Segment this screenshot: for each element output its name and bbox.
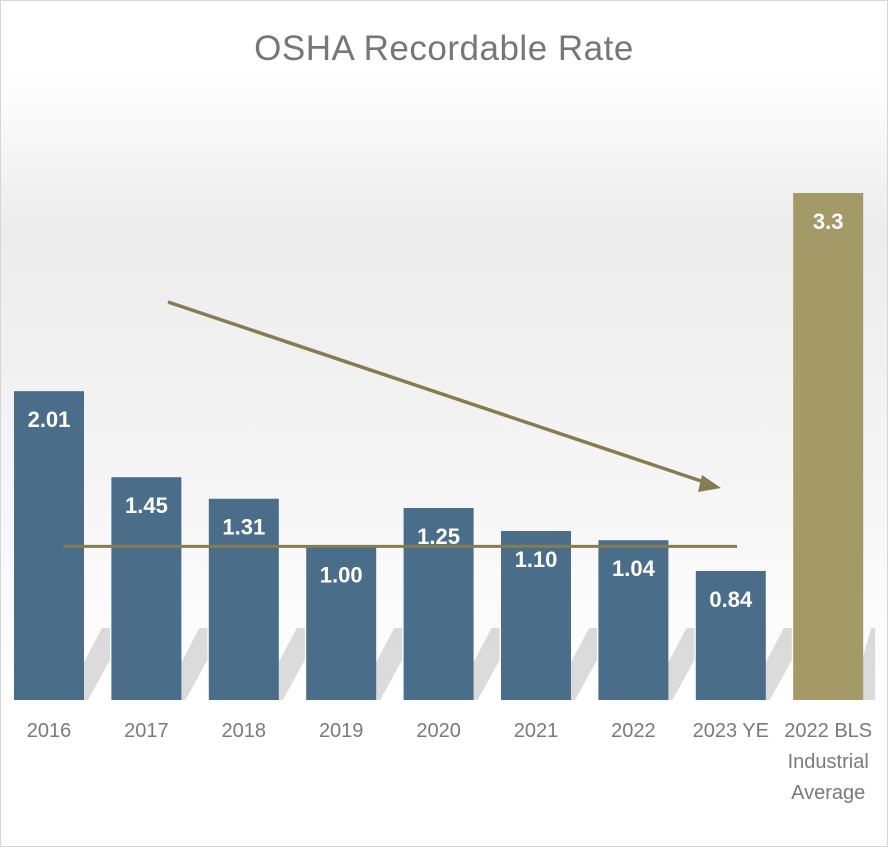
value-label: 2.01	[28, 407, 71, 432]
bar-shadow	[177, 628, 208, 700]
bar-2022	[598, 540, 669, 700]
value-label: 1.45	[125, 493, 168, 518]
bar-2018	[208, 498, 279, 700]
x-tick-label: Industrial	[788, 751, 869, 773]
value-label: 1.04	[612, 556, 656, 581]
bar-2021	[501, 531, 571, 700]
bar-2019	[306, 546, 377, 700]
trend-arrow-line	[167, 300, 708, 485]
bar-2022-bls-industrial-average	[793, 193, 864, 700]
trend-arrow-head	[698, 475, 721, 492]
chart-title: OSHA Recordable Rate	[254, 29, 634, 68]
bar-2020	[403, 507, 474, 700]
x-tick-label: 2022 BLS	[784, 720, 872, 742]
bar-shadow	[664, 628, 695, 700]
value-label: 1.25	[417, 524, 460, 549]
bar-shadow	[372, 628, 403, 700]
bar-shadow	[274, 628, 305, 700]
bar-shadow	[469, 628, 500, 700]
bar-shadow	[80, 628, 110, 700]
bar-2023-ye	[695, 570, 766, 700]
x-tick-label: Average	[791, 782, 865, 804]
x-tick-label: 2022	[611, 720, 656, 742]
bar-shadow	[761, 628, 792, 700]
value-label: 1.10	[515, 547, 558, 572]
x-tick-label: 2020	[416, 720, 461, 742]
bar-2017	[111, 477, 182, 700]
value-label: 0.84	[709, 587, 753, 612]
x-tick-label: 2023 YE	[693, 720, 769, 742]
x-tick-label: 2017	[124, 720, 169, 742]
value-label: 1.00	[320, 562, 363, 587]
value-label: 3.3	[813, 209, 844, 234]
x-tick-label: 2021	[514, 720, 559, 742]
x-tick-label: 2019	[319, 720, 364, 742]
x-tick-label: 2016	[27, 720, 72, 742]
value-label: 1.31	[222, 515, 265, 540]
bar-shadow	[567, 628, 597, 700]
x-tick-label: 2018	[222, 720, 267, 742]
